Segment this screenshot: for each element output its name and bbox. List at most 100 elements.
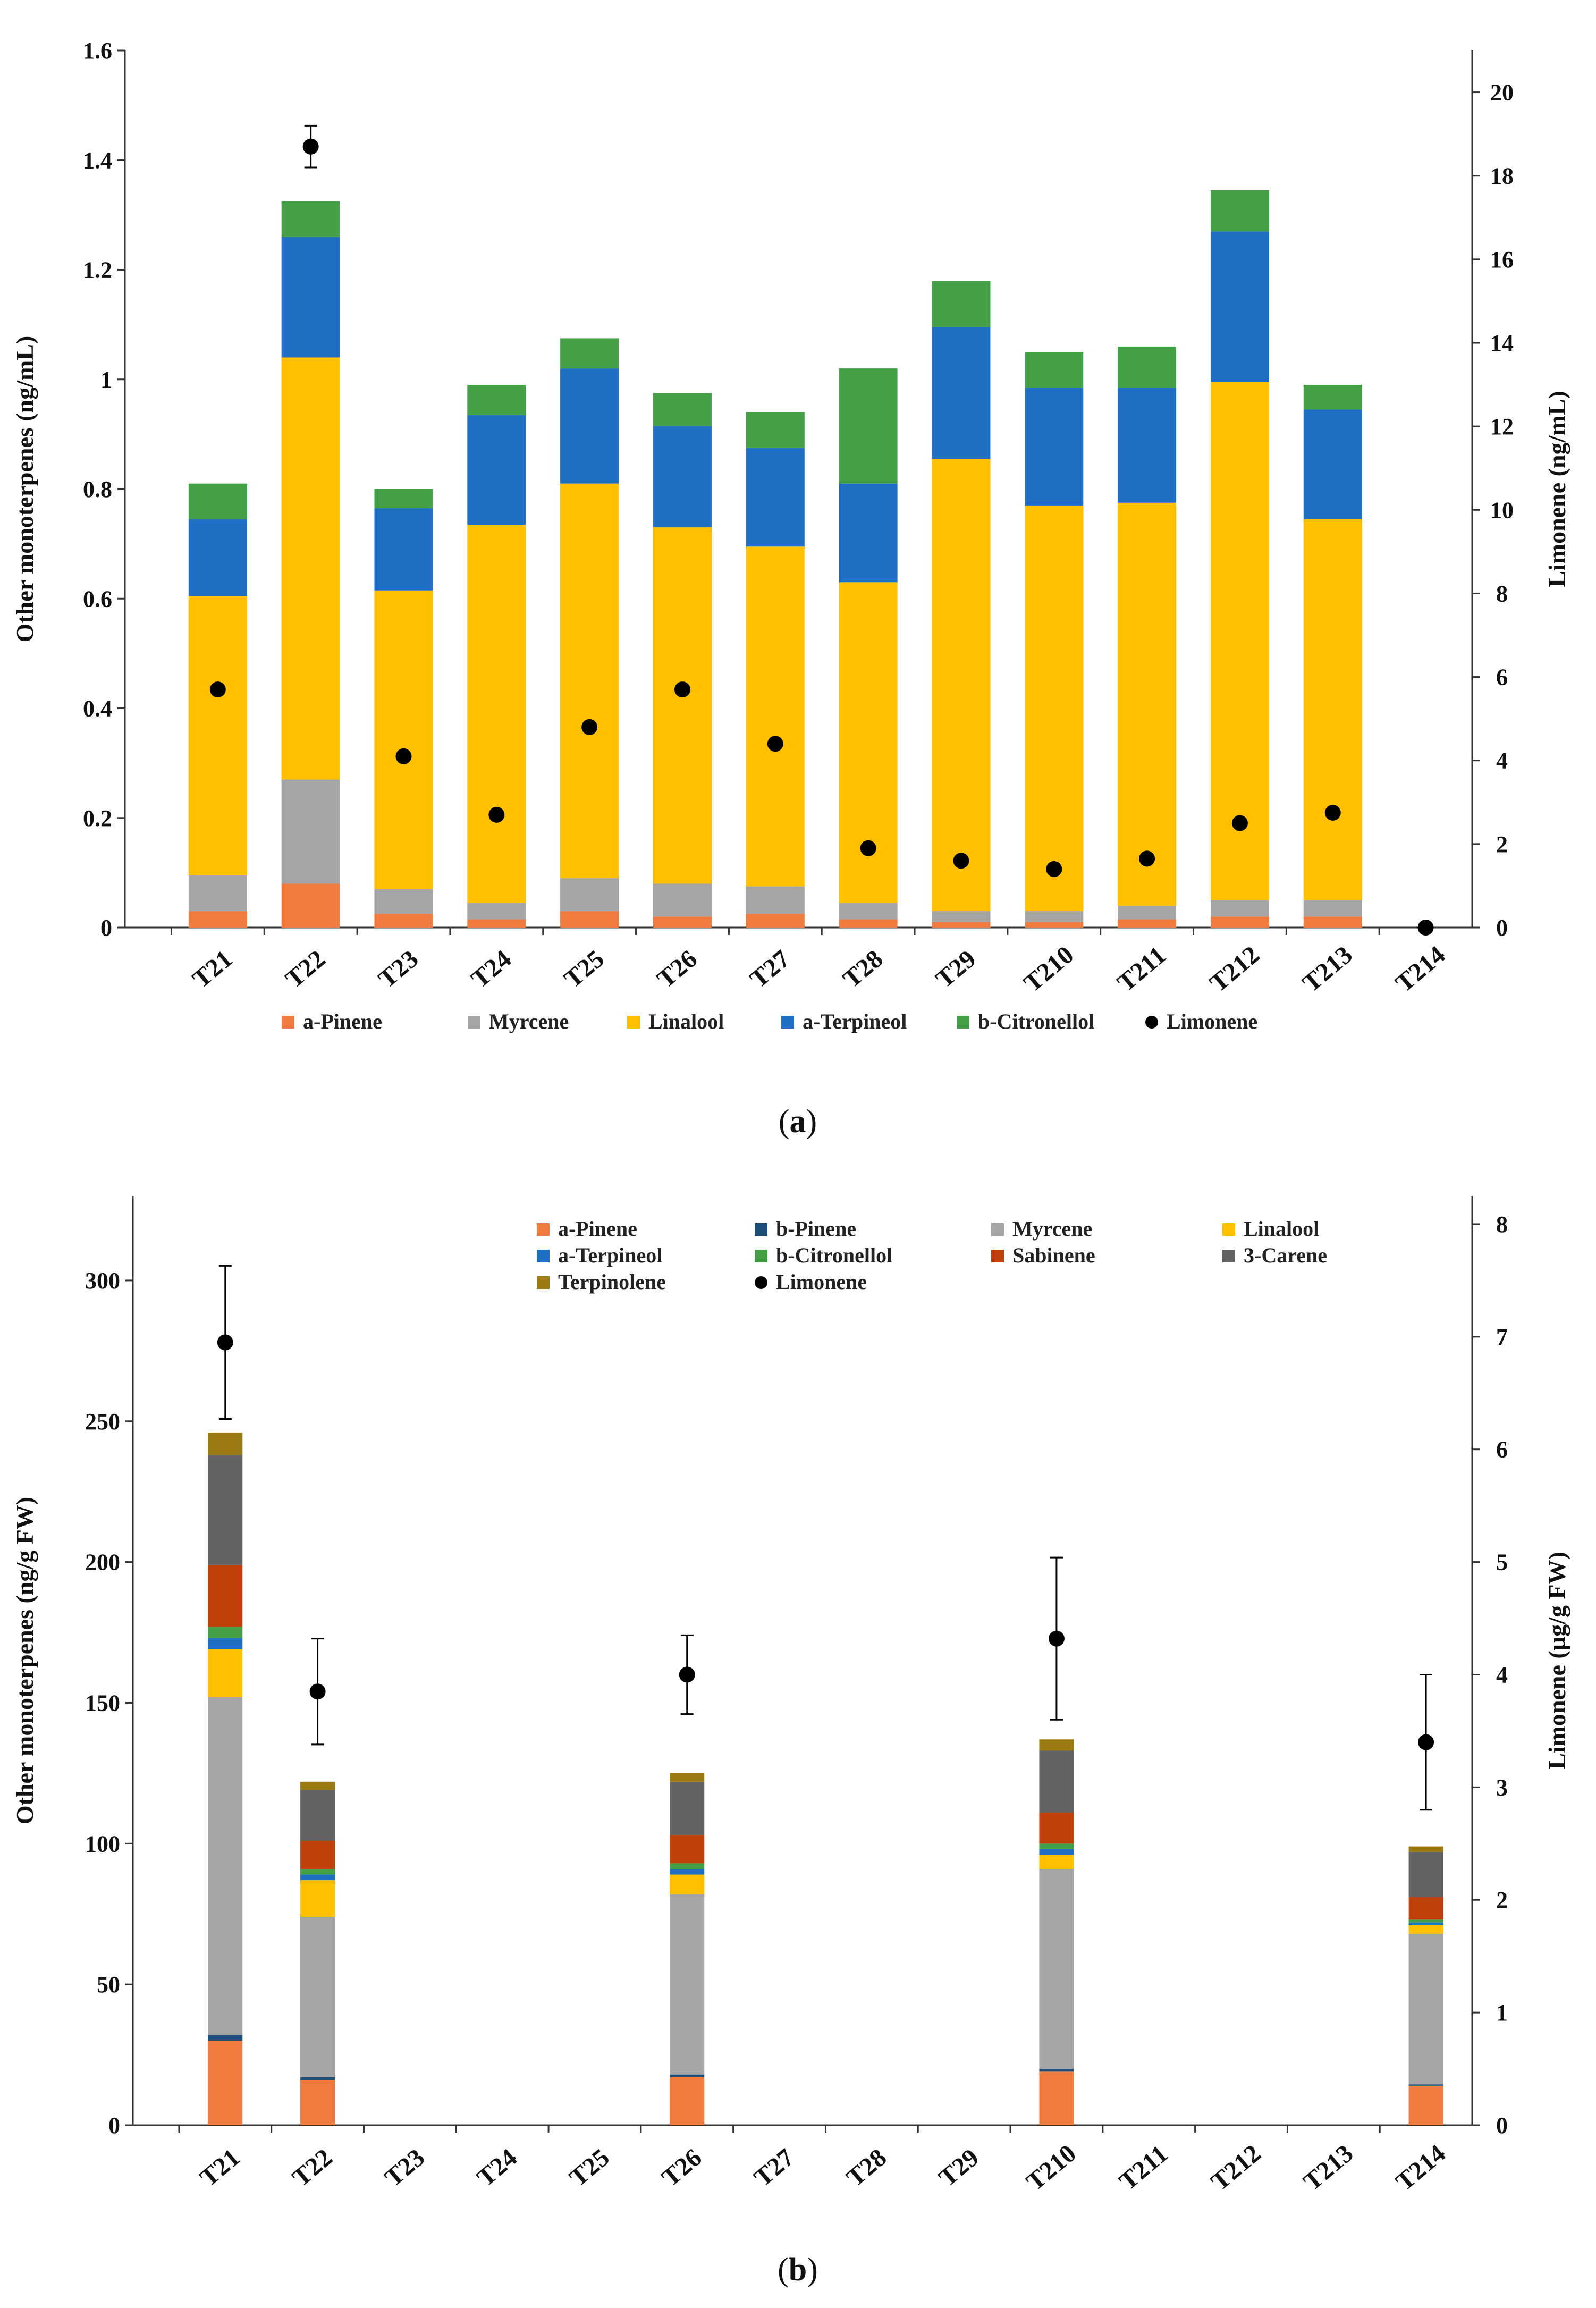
bar-segment <box>1118 502 1177 906</box>
x-tick-label: T211 <box>1112 941 1171 997</box>
legend-label: a-Pinene <box>558 1217 637 1241</box>
legend-label: Linalool <box>1244 1217 1319 1241</box>
chart-b: 0 50 100 150 200 250 300 0 1 2 3 4 5 6 7 8 T21 T22 T23 T24 T… <box>11 1196 1570 2288</box>
legend-label: a-Terpineol <box>558 1243 662 1267</box>
bar-segment <box>839 903 898 920</box>
bar-segment <box>300 1874 335 1881</box>
bar-segment <box>1118 388 1177 503</box>
bar-segment <box>281 237 340 358</box>
right-tick-label: 5 <box>1496 1549 1508 1576</box>
x-tick-label: T210 <box>1021 2139 1082 2196</box>
bar-segment <box>653 527 712 884</box>
bar-segment <box>188 911 247 928</box>
right-tick-label: 8 <box>1496 580 1508 607</box>
x-tick-label: T23 <box>373 945 424 993</box>
bar-segment <box>1408 1933 1443 2085</box>
right-tick-label: 4 <box>1496 748 1508 774</box>
x-tick-label: T27 <box>745 945 795 993</box>
bar-segment <box>1210 231 1269 382</box>
panel-label: (a) <box>779 1104 817 1140</box>
bar-segment <box>1408 1852 1443 1897</box>
right-tick-label: 10 <box>1490 497 1514 523</box>
bar-segment <box>746 914 805 928</box>
legend-marker <box>1145 1016 1158 1029</box>
legend-marker <box>755 1276 767 1289</box>
legend-swatch <box>755 1250 767 1262</box>
right-tick-label: 14 <box>1490 330 1514 356</box>
legend-label: b-Pinene <box>776 1217 856 1241</box>
bar-segment <box>1210 382 1269 900</box>
right-tick-label: 2 <box>1496 1887 1508 1913</box>
legend-label: Myrcene <box>489 1009 569 1033</box>
bar-segment <box>746 546 805 887</box>
bar-segment <box>1408 1925 1443 1934</box>
right-tick-label: 18 <box>1490 163 1514 189</box>
bar-segment <box>1303 916 1362 928</box>
bar-segment <box>1210 916 1269 928</box>
bar-segment <box>208 2041 243 2125</box>
limonene-point <box>1418 1734 1434 1750</box>
right-axis-title: Limonene (µg/g FW) <box>1543 1552 1570 1770</box>
bar-segment <box>670 1781 705 1835</box>
bar-segment <box>467 919 526 928</box>
right-tick-label: 6 <box>1496 664 1508 690</box>
bar-segment <box>746 412 805 448</box>
bar-segment <box>1039 1868 1074 2069</box>
bar-segment <box>281 357 340 780</box>
paren: ( <box>778 2252 789 2288</box>
bar-segment <box>208 1627 243 1638</box>
bar-segment <box>1408 1897 1443 1920</box>
legend-swatch <box>627 1016 640 1029</box>
legend-label: b-Citronellol <box>978 1009 1094 1033</box>
right-tick-label: 12 <box>1490 414 1514 440</box>
bar-segment <box>208 1564 243 1627</box>
bar-segment <box>188 519 247 596</box>
legend-swatch <box>755 1223 767 1236</box>
legend-swatch <box>537 1250 550 1262</box>
right-tick-label: 1 <box>1496 2000 1508 2026</box>
bar-segment <box>1210 190 1269 232</box>
legend-swatch <box>282 1016 294 1029</box>
left-tick-label: 0.6 <box>83 586 112 612</box>
bar-segment <box>1039 1855 1074 1869</box>
limonene-point <box>217 1334 233 1351</box>
bar-segment <box>839 368 898 484</box>
bar-segment <box>1118 905 1177 920</box>
legend-label: Limonene <box>1167 1009 1257 1033</box>
x-tick-label: T22 <box>280 945 331 993</box>
legend: a-Pinene b-Pinene Myrcene Linalool a-Terpine… <box>537 1217 1327 1294</box>
right-tick-label: 6 <box>1496 1437 1508 1463</box>
bar-segment <box>670 1863 705 1869</box>
limonene-point <box>674 681 690 698</box>
bar-segment <box>1303 900 1362 917</box>
bar-segment <box>300 1917 335 2077</box>
x-tick-label: T29 <box>931 945 981 993</box>
legend-label: Myrcene <box>1012 1217 1092 1241</box>
bar-segment <box>1118 346 1177 388</box>
legend-swatch <box>1222 1223 1235 1236</box>
bar-segment <box>1025 352 1084 388</box>
limonene-point <box>953 853 969 869</box>
bar-segment <box>374 590 433 889</box>
left-tick-label: 150 <box>85 1690 120 1716</box>
bar-segment <box>670 2074 705 2077</box>
bar-segment <box>1408 1919 1443 1923</box>
bar-segment <box>467 385 526 415</box>
bar-segment <box>281 201 340 237</box>
bar-segment <box>374 508 433 591</box>
bar-segment <box>467 525 526 903</box>
panel-label: (b) <box>778 2252 818 2288</box>
limonene-point <box>209 681 226 698</box>
panel-letter: a <box>790 1104 806 1140</box>
bar-segment <box>1039 2071 1074 2125</box>
x-tick-label: T28 <box>838 945 888 993</box>
limonene-point <box>1046 861 1062 877</box>
right-axis-title: Limonene (ng/mL) <box>1543 391 1570 587</box>
x-tick-label: T27 <box>749 2143 799 2192</box>
bar-segment <box>932 922 991 928</box>
bar-segment <box>281 883 340 928</box>
limonene-point <box>1417 920 1434 936</box>
chart-a: 0 0.2 0.4 0.6 0.8 1 1.2 1.4 1.6 0 2 4 6 8 10 12 14 16 18 20… <box>11 38 1570 1140</box>
bar-segment <box>1025 505 1084 912</box>
bar-segment <box>746 448 805 547</box>
